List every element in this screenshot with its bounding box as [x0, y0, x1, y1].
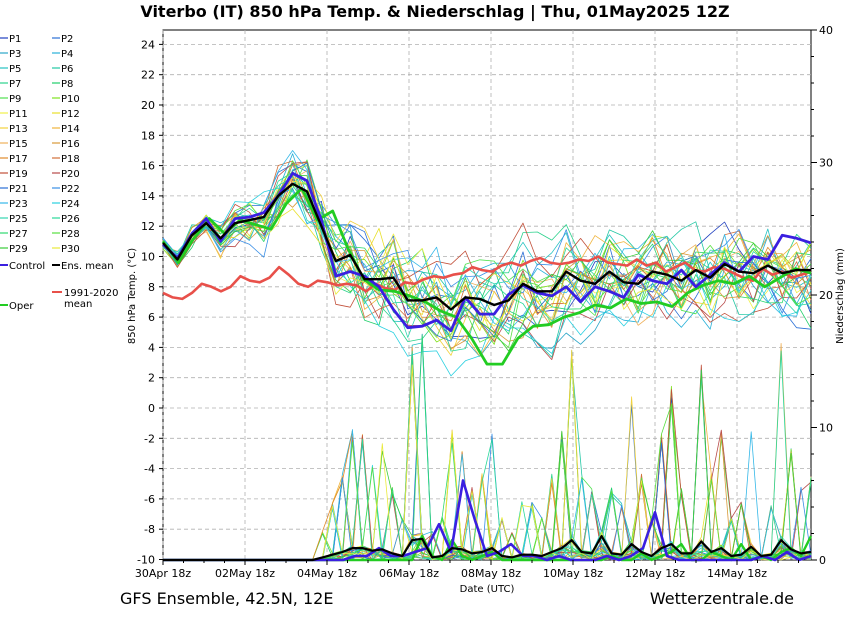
- legend-label: P11: [9, 109, 28, 120]
- x-tick-label: 02May 18z: [215, 567, 275, 580]
- legend-label: P20: [61, 169, 80, 180]
- x-tick-label: 12May 18z: [625, 567, 685, 580]
- legend-label: P15: [9, 139, 28, 150]
- ens-mean-temp-line: [162, 182, 811, 311]
- x-tick-label: 10May 18z: [543, 567, 603, 580]
- legend-label: P3: [9, 49, 21, 60]
- y-right-tick-label: 0: [819, 554, 826, 567]
- y-axis-right: 40 30 20 10 0: [811, 24, 833, 567]
- ens-mean-precip-line: [163, 534, 812, 562]
- x-tick-label: 30Apr 18z: [135, 567, 192, 580]
- x-axis: 30Apr 18z 02May 18z 04May 18z 06May 18z 08Ma…: [135, 560, 799, 580]
- legend-label: P24: [61, 199, 80, 210]
- plot-area: [162, 29, 812, 561]
- x-tick-label: 14May 18z: [707, 567, 767, 580]
- member-temp-line: [162, 159, 812, 338]
- x-axis-label: Date (UTC): [460, 584, 515, 595]
- control-temp-line: [162, 171, 812, 333]
- y-axis-right-label: Niederschlag (mm): [835, 248, 846, 344]
- y-tick-label: 8: [148, 281, 155, 294]
- member-temp-line: [162, 176, 812, 338]
- member-temp-line: [162, 194, 812, 335]
- legend-label: P17: [9, 154, 28, 165]
- y-tick-label: 22: [141, 69, 155, 82]
- legend-label: Control: [9, 261, 45, 272]
- y-tick-label: 16: [141, 160, 155, 173]
- chart-title: Viterbo (IT) 850 hPa Temp. & Niederschla…: [140, 2, 729, 22]
- main-series: [161, 171, 813, 562]
- legend-label: P8: [61, 79, 73, 90]
- legend-label: P7: [9, 79, 21, 90]
- legend-label: P6: [61, 64, 73, 75]
- y-right-tick-label: 30: [819, 157, 833, 170]
- y-axis-left-label: 850 hPa Temp. (°C): [127, 248, 138, 344]
- legend-label: P5: [9, 64, 21, 75]
- legend-label: P9: [9, 94, 21, 105]
- legend-label: P25: [9, 214, 28, 225]
- y-tick-label: 24: [141, 38, 155, 51]
- oper-temp-line: [161, 186, 812, 366]
- legend-label: 1991-2020: [64, 288, 119, 299]
- y-tick-label: 4: [148, 341, 155, 354]
- y-tick-label: -6: [144, 493, 155, 506]
- legend-label: P13: [9, 124, 28, 135]
- member-temp-line: [162, 161, 812, 361]
- legend-label: P14: [61, 124, 80, 135]
- legend-label: P18: [61, 154, 80, 165]
- x-tick-label: 08May 18z: [461, 567, 521, 580]
- legend-label: P4: [61, 49, 73, 60]
- legend-label: P19: [9, 169, 28, 180]
- x-tick-label: 06May 18z: [379, 567, 439, 580]
- legend: P1 P2 P3 P4 P5 P6 P7 P8 P9 P10 P11 P12 P13 P14 P15 P16 P…: [0, 34, 119, 312]
- legend-label: P28: [61, 229, 80, 240]
- y-tick-label: -10: [137, 554, 155, 567]
- y-right-tick-label: 10: [819, 422, 833, 435]
- legend-label: P10: [61, 94, 80, 105]
- y-right-tick-label: 20: [819, 289, 833, 302]
- legend-label: mean: [64, 299, 92, 310]
- climatology-line: [162, 255, 812, 301]
- y-tick-label: -8: [144, 523, 155, 536]
- y-tick-label: 12: [141, 220, 155, 233]
- member-temp-line: [162, 188, 812, 329]
- y-tick-label: 2: [148, 372, 155, 385]
- y-right-tick-label: 40: [819, 24, 833, 37]
- y-tick-label: 14: [141, 190, 155, 203]
- footer-source: Wetterzentrale.de: [650, 589, 794, 608]
- y-tick-label: 18: [141, 129, 155, 142]
- legend-label: P16: [61, 139, 80, 150]
- member-temp-line: [162, 187, 812, 377]
- legend-label: P1: [9, 34, 21, 45]
- member-temp-line: [162, 178, 812, 323]
- y-tick-label: 20: [141, 99, 155, 112]
- legend-label: Oper: [9, 301, 34, 312]
- y-tick-label: -4: [144, 463, 155, 476]
- legend-label: P26: [61, 214, 80, 225]
- footer-model-info: GFS Ensemble, 42.5N, 12E: [120, 589, 333, 608]
- member-temp-line: [162, 180, 812, 327]
- legend-label: P23: [9, 199, 28, 210]
- legend-label: Ens. mean: [61, 261, 114, 272]
- legend-label: P2: [61, 34, 73, 45]
- legend-label: P30: [61, 244, 80, 255]
- legend-label: P21: [9, 184, 28, 195]
- legend-label: P27: [9, 229, 28, 240]
- legend-label: P12: [61, 109, 80, 120]
- legend-label: P29: [9, 244, 28, 255]
- y-tick-label: 10: [141, 251, 155, 264]
- y-tick-label: -2: [144, 432, 155, 445]
- y-tick-label: 0: [148, 402, 155, 415]
- x-tick-label: 04May 18z: [297, 567, 357, 580]
- legend-label: P22: [61, 184, 80, 195]
- y-tick-label: 6: [148, 311, 155, 324]
